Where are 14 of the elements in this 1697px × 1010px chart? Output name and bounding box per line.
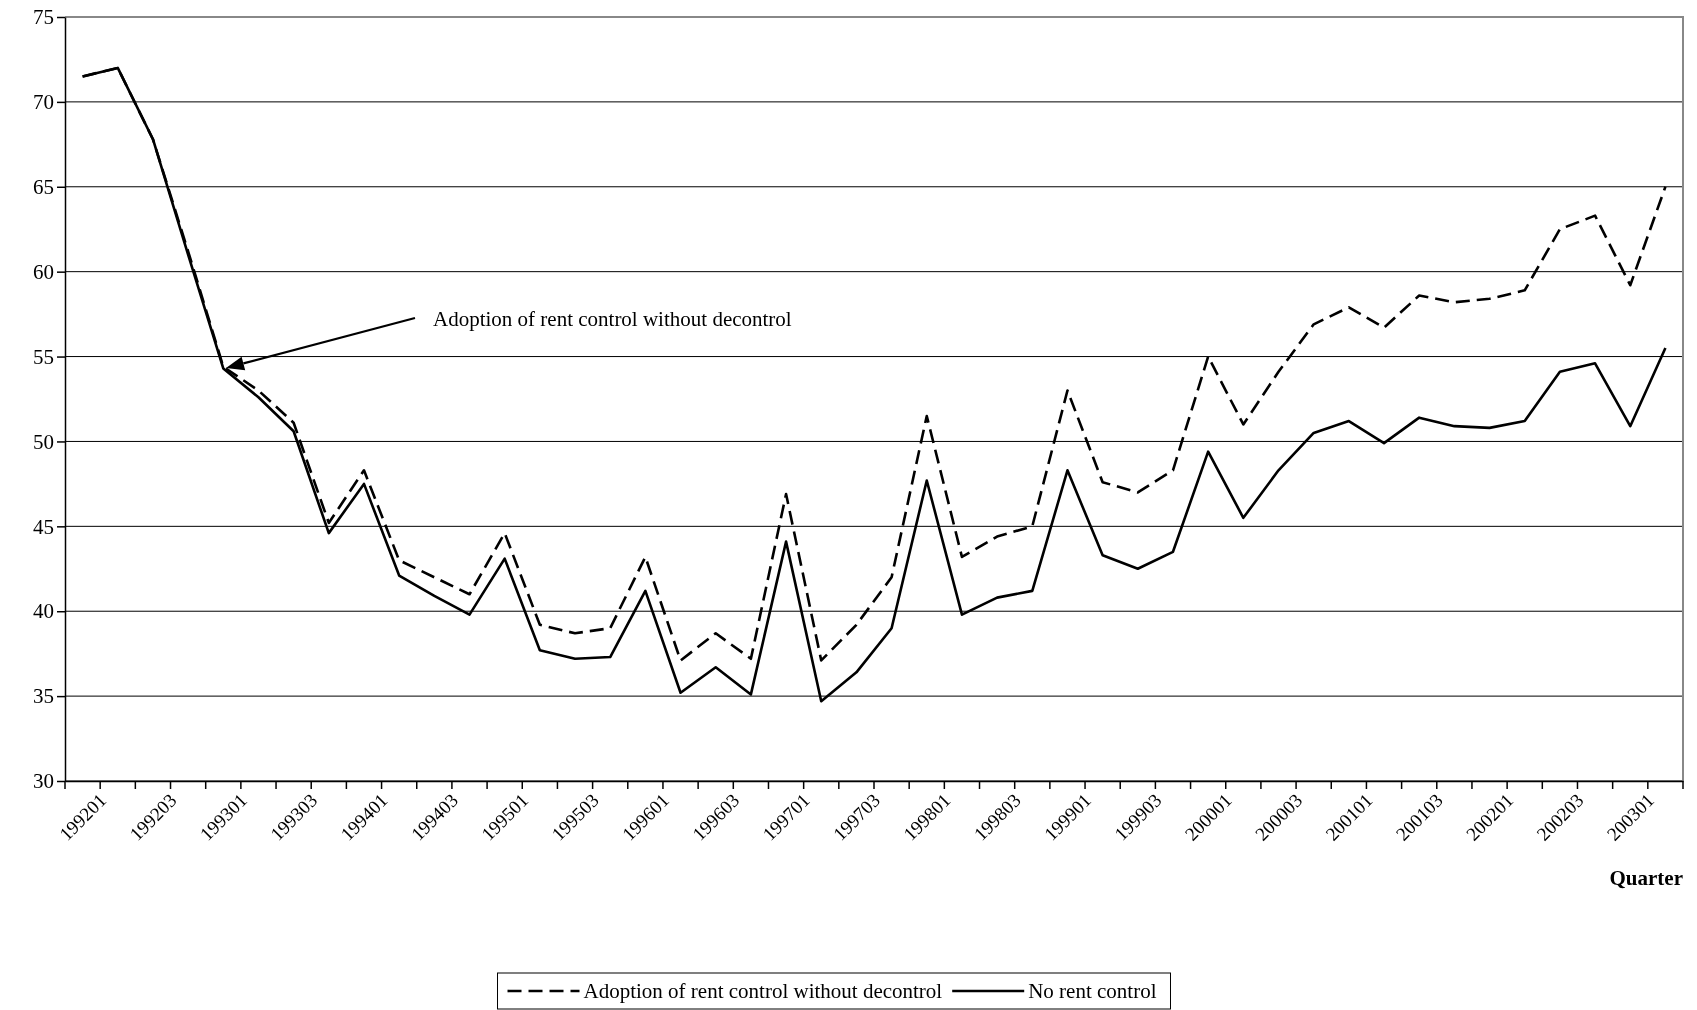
y-tick-label: 40 <box>33 599 54 624</box>
y-tick-label: 75 <box>33 5 54 30</box>
legend-label: Adoption of rent control without decontrol <box>583 979 943 1003</box>
y-tick-label: 35 <box>33 684 54 709</box>
y-tick-label: 30 <box>33 769 54 794</box>
annotation: Adoption of rent control without decontrol <box>433 307 792 331</box>
y-tick-label: 65 <box>33 175 54 199</box>
y-tick-label: 50 <box>33 429 54 454</box>
x-axis-title: Quarter <box>1609 866 1683 890</box>
legend-label: No rent control <box>1028 979 1157 1003</box>
y-tick-label: 55 <box>33 344 54 369</box>
y-tick-label: 60 <box>33 259 54 284</box>
y-tick-label: 70 <box>33 90 54 115</box>
y-tick-label: 45 <box>33 514 54 539</box>
